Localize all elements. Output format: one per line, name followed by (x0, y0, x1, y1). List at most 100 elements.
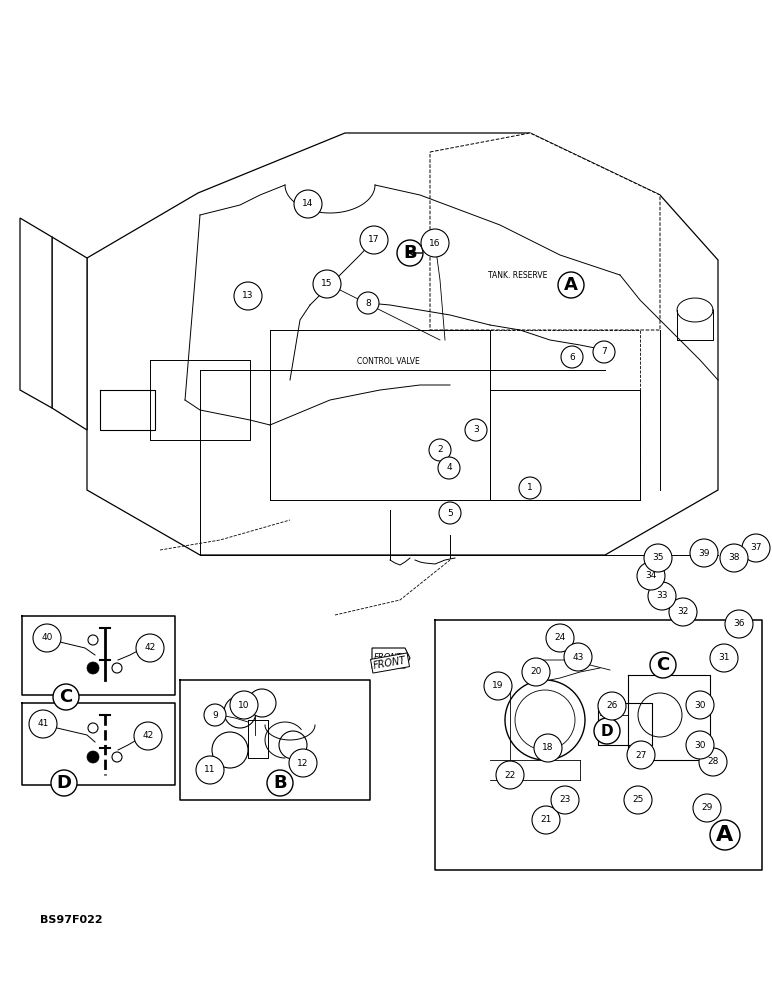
Circle shape (627, 741, 655, 769)
Text: FRONT: FRONT (373, 655, 408, 671)
Circle shape (29, 710, 57, 738)
Circle shape (690, 539, 718, 567)
Circle shape (429, 439, 451, 461)
Circle shape (397, 240, 423, 266)
Polygon shape (628, 675, 710, 760)
Text: C: C (59, 688, 73, 706)
Circle shape (357, 292, 379, 314)
Text: 4: 4 (446, 464, 452, 473)
Text: 17: 17 (368, 235, 380, 244)
Circle shape (558, 272, 584, 298)
Text: B: B (273, 774, 287, 792)
Circle shape (421, 229, 449, 257)
Polygon shape (372, 648, 410, 668)
Polygon shape (248, 720, 268, 758)
Text: 34: 34 (645, 572, 657, 580)
Circle shape (289, 749, 317, 777)
Text: 9: 9 (212, 710, 218, 720)
Text: 11: 11 (205, 766, 215, 774)
Circle shape (88, 723, 98, 733)
Text: 5: 5 (447, 508, 453, 518)
Circle shape (204, 704, 226, 726)
Polygon shape (430, 133, 660, 330)
Circle shape (224, 696, 256, 728)
Text: 25: 25 (632, 796, 644, 804)
Circle shape (53, 684, 79, 710)
Text: 20: 20 (530, 668, 542, 676)
Circle shape (669, 598, 697, 626)
Text: 31: 31 (718, 654, 730, 662)
Text: 37: 37 (750, 544, 762, 552)
Text: 36: 36 (733, 619, 745, 629)
Text: TANK. RESERVE: TANK. RESERVE (488, 271, 547, 280)
Circle shape (196, 756, 224, 784)
Text: 13: 13 (242, 292, 254, 300)
Circle shape (742, 534, 770, 562)
Text: 30: 30 (694, 700, 706, 710)
Text: 28: 28 (707, 758, 719, 766)
Text: 30: 30 (694, 740, 706, 750)
Circle shape (534, 734, 562, 762)
Text: 29: 29 (701, 804, 713, 812)
Text: 16: 16 (429, 238, 441, 247)
Circle shape (496, 761, 524, 789)
Polygon shape (22, 616, 175, 695)
Text: 14: 14 (303, 200, 313, 209)
Polygon shape (180, 680, 370, 800)
Text: 43: 43 (572, 652, 584, 662)
Circle shape (710, 820, 740, 850)
Circle shape (519, 477, 541, 499)
Circle shape (650, 652, 676, 678)
Text: 7: 7 (601, 348, 607, 357)
Circle shape (648, 582, 676, 610)
Text: 8: 8 (365, 298, 371, 308)
Polygon shape (20, 218, 52, 408)
Circle shape (51, 770, 77, 796)
Circle shape (465, 419, 487, 441)
Polygon shape (270, 330, 490, 500)
Circle shape (522, 658, 550, 686)
Text: 2: 2 (437, 446, 443, 454)
Text: 22: 22 (504, 770, 516, 780)
Polygon shape (150, 360, 250, 440)
Polygon shape (490, 390, 640, 500)
Text: 32: 32 (677, 607, 689, 616)
Text: 3: 3 (473, 426, 479, 434)
Circle shape (230, 691, 258, 719)
Circle shape (561, 346, 583, 368)
Circle shape (532, 806, 560, 834)
Text: 26: 26 (606, 702, 618, 710)
Text: 42: 42 (144, 644, 156, 652)
Polygon shape (87, 133, 718, 555)
Text: FRONT: FRONT (374, 654, 402, 662)
Text: B: B (403, 244, 417, 262)
Text: 40: 40 (42, 634, 52, 643)
Circle shape (279, 731, 307, 759)
Text: C: C (656, 656, 669, 674)
Circle shape (33, 624, 61, 652)
Text: A: A (716, 825, 733, 845)
Circle shape (693, 794, 721, 822)
Circle shape (438, 457, 460, 479)
Circle shape (720, 544, 748, 572)
Circle shape (593, 341, 615, 363)
Text: 18: 18 (542, 744, 554, 752)
Text: 12: 12 (297, 758, 309, 768)
Circle shape (564, 643, 592, 671)
Polygon shape (435, 620, 762, 870)
Circle shape (686, 691, 714, 719)
Circle shape (699, 748, 727, 776)
Text: D: D (601, 724, 613, 738)
Circle shape (360, 226, 388, 254)
Circle shape (686, 731, 714, 759)
Circle shape (725, 610, 753, 638)
Polygon shape (52, 237, 87, 430)
Circle shape (212, 732, 248, 768)
Text: 27: 27 (635, 750, 647, 760)
Text: 19: 19 (493, 682, 504, 690)
Circle shape (267, 770, 293, 796)
Circle shape (551, 786, 579, 814)
Text: 24: 24 (554, 634, 566, 643)
Polygon shape (22, 703, 175, 785)
Circle shape (638, 693, 682, 737)
